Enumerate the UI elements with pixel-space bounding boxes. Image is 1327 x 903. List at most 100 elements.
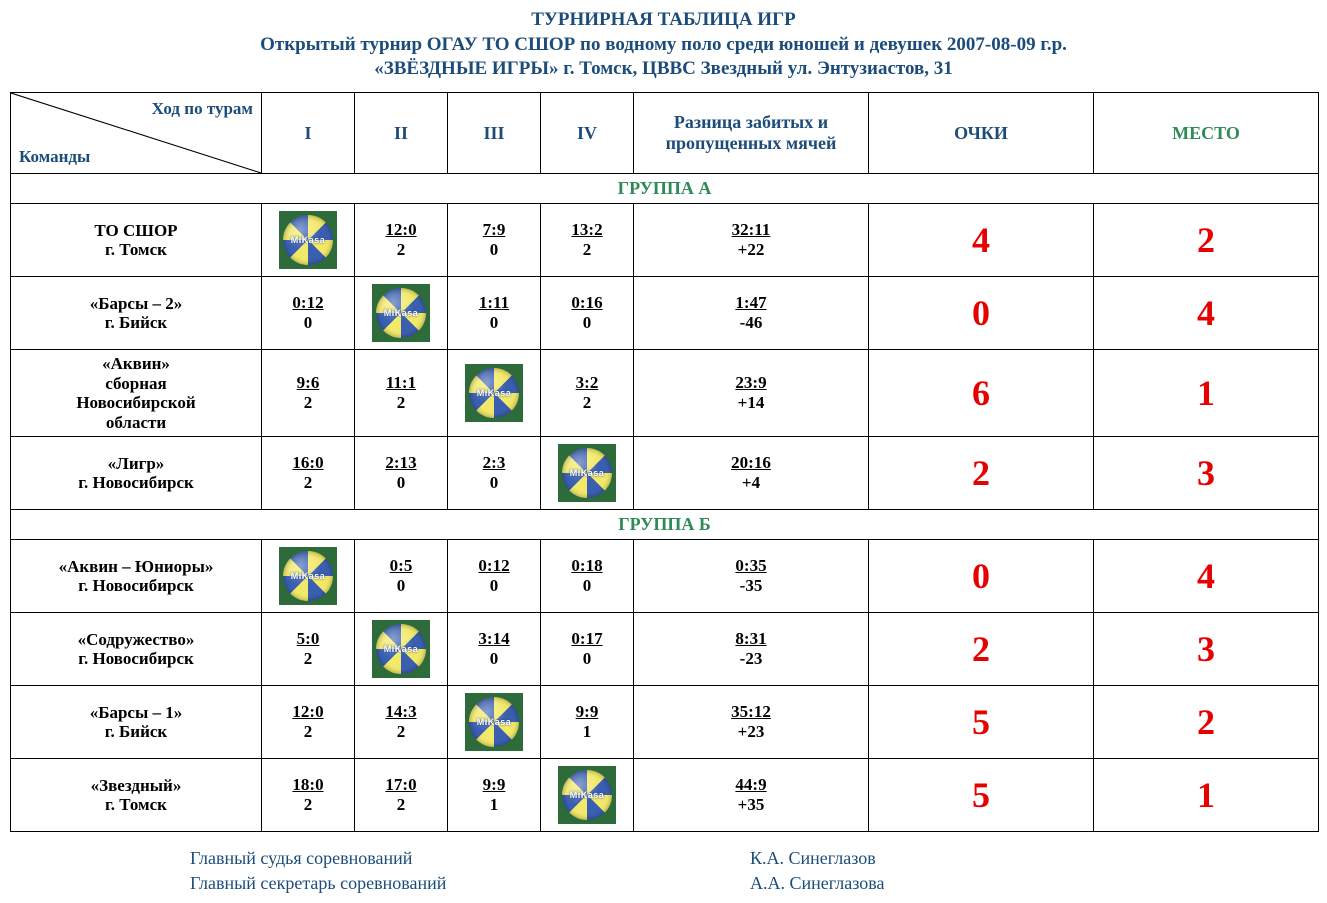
score-cell: 18:02 [262,759,355,832]
place-cell: 4 [1094,277,1319,350]
diff-cell: 0:35-35 [634,540,869,613]
diff-cell: 1:47-46 [634,277,869,350]
points-cell: 0 [869,540,1094,613]
ball-cell: MiKasa [448,350,541,437]
judge-name: К.А. Синеглазов [750,846,876,870]
col-round-3: III [448,93,541,174]
diff-cell: 8:31-23 [634,613,869,686]
place-cell: 3 [1094,613,1319,686]
secretary-name: А.А. Синеглазова [750,871,884,895]
table-row: «Аквин»сборнаяНовосибирскойобласти9:6211… [11,350,1319,437]
score-cell: 9:91 [541,686,634,759]
diff-cell: 20:16+4 [634,437,869,510]
points-cell: 6 [869,350,1094,437]
score-cell: 13:22 [541,204,634,277]
score-cell: 0:120 [448,540,541,613]
table-row: «Барсы – 2»г. Бийск0:120 MiKasa 1:1100:160… [11,277,1319,350]
score-cell: 14:32 [355,686,448,759]
score-cell: 5:02 [262,613,355,686]
ball-cell: MiKasa [262,204,355,277]
place-cell: 4 [1094,540,1319,613]
team-name: «Аквин»сборнаяНовосибирскойобласти [11,350,262,437]
ball-cell: MiKasa [355,613,448,686]
score-cell: 2:130 [355,437,448,510]
score-cell: 17:02 [355,759,448,832]
score-cell: 9:62 [262,350,355,437]
ball-cell: MiKasa [448,686,541,759]
ball-icon: MiKasa [372,620,430,678]
ball-icon: MiKasa [372,284,430,342]
col-points: ОЧКИ [869,93,1094,174]
team-name: «Содружество»г. Новосибирск [11,613,262,686]
score-cell: 0:50 [355,540,448,613]
team-name: «Барсы – 2»г. Бийск [11,277,262,350]
ball-icon: MiKasa [558,444,616,502]
secretary-label: Главный секретарь соревнований [190,871,750,895]
page-header: ТУРНИРНАЯ ТАБЛИЦА ИГР Открытый турнир ОГ… [10,8,1317,82]
col-diff: Разница забитых и пропущенных мячей [634,93,869,174]
score-cell: 11:12 [355,350,448,437]
score-cell: 0:120 [262,277,355,350]
team-name: «Лигр»г. Новосибирск [11,437,262,510]
ball-cell: MiKasa [541,437,634,510]
col-place: МЕСТО [1094,93,1319,174]
table-row: ТО СШОРг. Томск MiKasa 12:027:9013:2232:11… [11,204,1319,277]
score-cell: 3:22 [541,350,634,437]
ball-icon: MiKasa [279,211,337,269]
group-header: ГРУППА А [11,174,1319,204]
ball-cell: MiKasa [541,759,634,832]
score-cell: 0:180 [541,540,634,613]
place-cell: 1 [1094,759,1319,832]
score-cell: 2:30 [448,437,541,510]
team-name: «Звездный»г. Томск [11,759,262,832]
team-name: «Аквин – Юниоры»г. Новосибирск [11,540,262,613]
col-round-2: II [355,93,448,174]
col-round-4: IV [541,93,634,174]
col-round-1: I [262,93,355,174]
place-cell: 3 [1094,437,1319,510]
team-name: «Барсы – 1»г. Бийск [11,686,262,759]
ball-icon: MiKasa [279,547,337,605]
header-line3: «ЗВЁЗДНЫЕ ИГРЫ» г. Томск, ЦВВС Звездный … [10,57,1317,82]
team-name: ТО СШОРг. Томск [11,204,262,277]
score-cell: 3:140 [448,613,541,686]
place-cell: 2 [1094,204,1319,277]
table-body: ГРУППА АТО СШОРг. ТомскMiKasa12:027:9013… [11,174,1319,832]
score-cell: 7:90 [448,204,541,277]
points-cell: 2 [869,613,1094,686]
tournament-table: Ход по турам Команды I II III IV Разница… [10,92,1319,832]
diag-top-label: Ход по турам [152,99,253,119]
points-cell: 5 [869,759,1094,832]
score-cell: 0:170 [541,613,634,686]
points-cell: 0 [869,277,1094,350]
footer: Главный судья соревнований К.А. Синеглаз… [190,846,1317,895]
score-cell: 0:160 [541,277,634,350]
header-line2: Открытый турнир ОГАУ ТО СШОР по водному … [10,33,1317,58]
points-cell: 5 [869,686,1094,759]
header-line1: ТУРНИРНАЯ ТАБЛИЦА ИГР [10,8,1317,33]
score-cell: 12:02 [355,204,448,277]
place-cell: 1 [1094,350,1319,437]
judge-label: Главный судья соревнований [190,846,750,870]
table-row: «Барсы – 1»г. Бийск12:0214:32MiKasa9:913… [11,686,1319,759]
place-cell: 2 [1094,686,1319,759]
score-cell: 12:02 [262,686,355,759]
diag-bottom-label: Команды [19,147,90,167]
group-header: ГРУППА Б [11,510,1319,540]
ball-icon: MiKasa [558,766,616,824]
table-row: «Лигр»г. Новосибирск16:022:1302:30 MiKasa… [11,437,1319,510]
table-row: «Аквин – Юниоры»г. Новосибирск MiKasa 0:50… [11,540,1319,613]
diag-header: Ход по турам Команды [11,93,262,174]
table-row: «Содружество»г. Новосибирск5:02 MiKasa 3:1… [11,613,1319,686]
points-cell: 4 [869,204,1094,277]
ball-icon: MiKasa [465,364,523,422]
points-cell: 2 [869,437,1094,510]
ball-icon: MiKasa [465,693,523,751]
score-cell: 16:02 [262,437,355,510]
score-cell: 1:110 [448,277,541,350]
ball-cell: MiKasa [355,277,448,350]
diff-cell: 44:9+35 [634,759,869,832]
table-row: «Звездный»г. Томск18:0217:029:91MiKasa44… [11,759,1319,832]
diff-cell: 32:11+22 [634,204,869,277]
header-row: Ход по турам Команды I II III IV Разница… [11,93,1319,174]
